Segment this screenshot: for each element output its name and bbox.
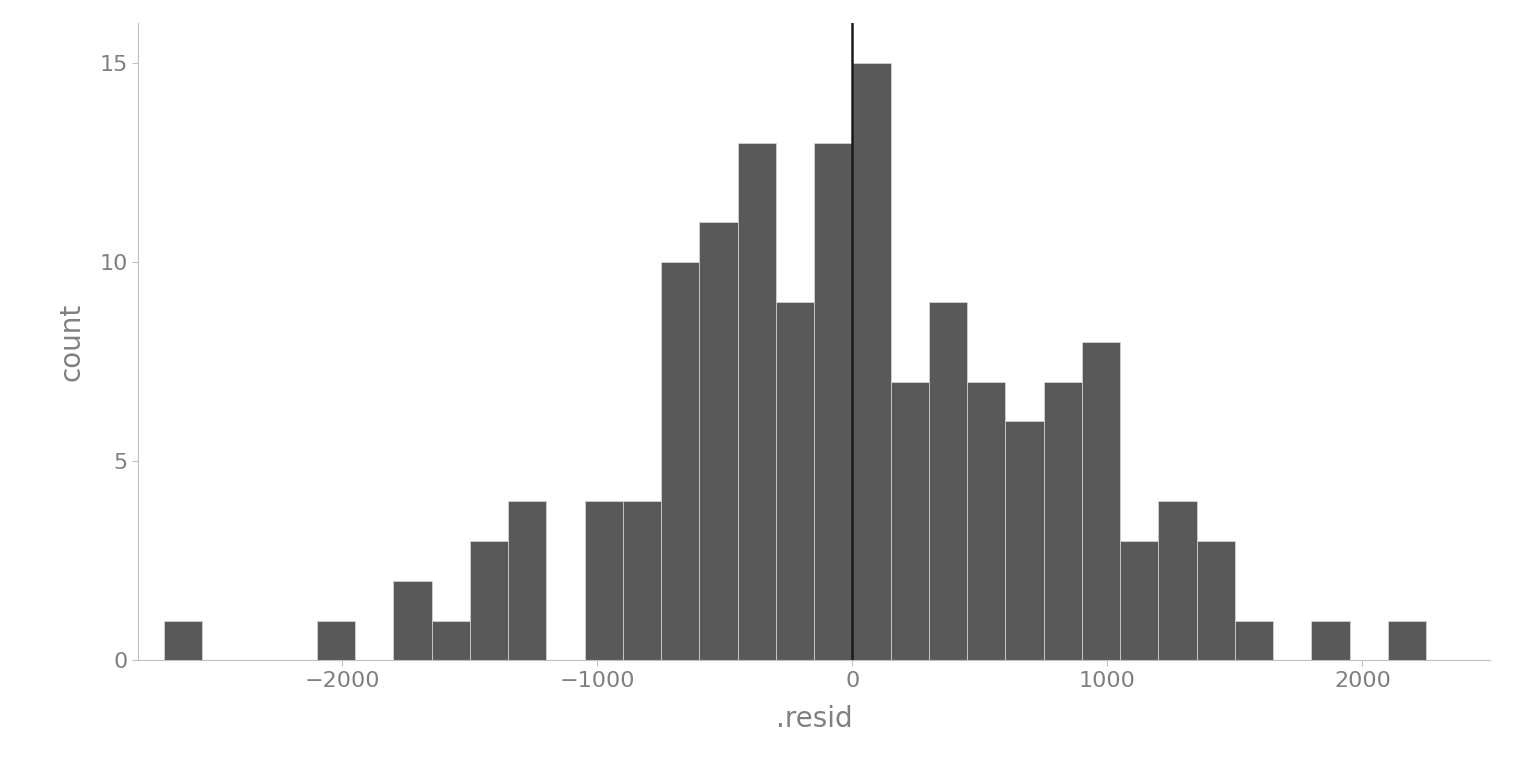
X-axis label: .resid: .resid	[776, 705, 852, 733]
Bar	[432, 621, 470, 660]
Bar	[1158, 502, 1197, 660]
Bar	[1197, 541, 1235, 660]
Bar	[164, 621, 203, 660]
Bar	[814, 143, 852, 660]
Bar	[470, 541, 508, 660]
Bar	[393, 581, 432, 660]
Bar	[776, 302, 814, 660]
Bar	[660, 262, 699, 660]
Bar	[1006, 422, 1043, 660]
Y-axis label: count: count	[57, 303, 86, 381]
Bar	[585, 502, 622, 660]
Bar	[1120, 541, 1158, 660]
Bar	[1043, 382, 1081, 660]
Bar	[929, 302, 968, 660]
Bar	[1389, 621, 1425, 660]
Bar	[1235, 621, 1273, 660]
Bar	[1312, 621, 1350, 660]
Bar	[737, 143, 776, 660]
Bar	[968, 382, 1006, 660]
Bar	[852, 63, 891, 660]
Bar	[622, 502, 660, 660]
Bar	[508, 502, 547, 660]
Bar	[316, 621, 355, 660]
Bar	[1081, 342, 1120, 660]
Bar	[699, 222, 737, 660]
Bar	[891, 382, 929, 660]
